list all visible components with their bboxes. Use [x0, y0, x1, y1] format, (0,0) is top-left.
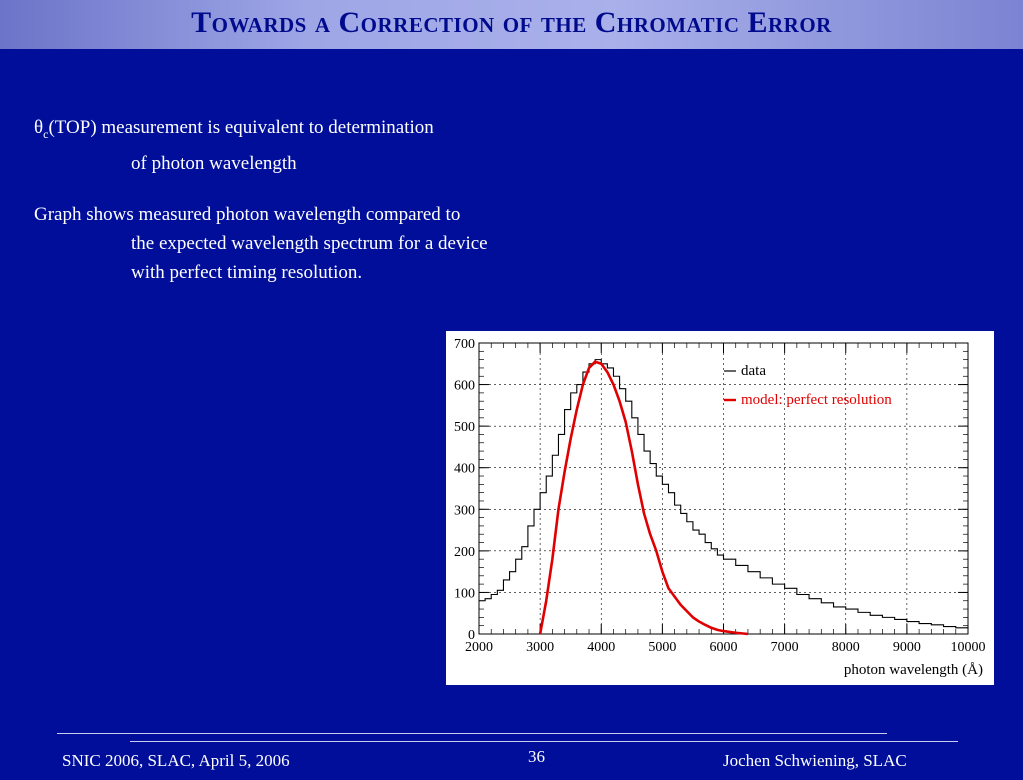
theta-subscript: c: [43, 126, 49, 141]
y-tick-label: 100: [454, 586, 475, 601]
chart-legend: data model: perfect resolution: [724, 363, 892, 408]
paragraph-2-line-2: the expected wavelength spectrum for a d…: [131, 233, 488, 254]
y-tick-label: 600: [454, 379, 475, 394]
footer-right: Jochen Schwiening, SLAC: [723, 751, 907, 770]
x-tick-label: 10000: [951, 640, 986, 655]
chart-series: [479, 359, 969, 636]
legend-label: data: [741, 363, 766, 379]
footer-left: SNIC 2006, SLAC, April 5, 2006: [62, 751, 290, 770]
x-tick-label: 6000: [710, 640, 738, 655]
x-axis-label: photon wavelength (Å): [844, 662, 983, 678]
legend-label: model: perfect resolution: [741, 392, 892, 408]
y-tick-label: 200: [454, 545, 475, 560]
x-tick-label: 7000: [771, 640, 799, 655]
model-curve-line: [538, 360, 749, 636]
chart-ticks: 2000 3000 4000 5000 6000 7000 8000 9000 10000 0 10…: [454, 337, 986, 655]
data-histogram-line: [479, 359, 969, 630]
y-tick-label: 500: [454, 420, 475, 435]
paragraph-2-line-1: Graph shows measured photon wavelength c…: [34, 204, 461, 225]
slide-title: Towards a Correction of the Chromatic Er…: [191, 6, 832, 39]
theta-symbol: θ: [34, 117, 44, 138]
x-tick-label: 2000: [465, 640, 493, 655]
wavelength-chart: 2000 3000 4000 5000 6000 7000 8000 9000 10000 0 10…: [454, 337, 986, 678]
x-tick-label: 5000: [648, 640, 676, 655]
footer-rule-top: [57, 733, 887, 734]
paragraph-1-line-1-text: (TOP) measurement is equivalent to deter…: [48, 117, 434, 138]
footer-rule-bottom: [130, 741, 958, 742]
x-tick-label: 4000: [587, 640, 615, 655]
y-tick-label: 300: [454, 503, 475, 518]
paragraph-1-line-1: θc(TOP) measurement is equivalent to det…: [34, 113, 434, 149]
paragraph-2: Graph shows measured photon wavelength c…: [34, 200, 488, 287]
x-tick-label: 9000: [893, 640, 921, 655]
footer-page-number: 36: [528, 747, 545, 766]
y-tick-label: 700: [454, 337, 475, 352]
paragraph-2-line-3: with perfect timing resolution.: [131, 262, 363, 283]
x-tick-label: 8000: [832, 640, 860, 655]
x-tick-label: 3000: [526, 640, 554, 655]
chart-grid: [478, 342, 969, 635]
chart-panel: 2000 3000 4000 5000 6000 7000 8000 9000 10000 0 10…: [446, 331, 994, 685]
title-bar: [0, 0, 1023, 49]
y-tick-label: 0: [468, 628, 475, 643]
paragraph-1-line-2: of photon wavelength: [131, 152, 297, 174]
paragraph-1: θc(TOP) measurement is equivalent to det…: [34, 113, 434, 178]
y-tick-label: 400: [454, 462, 475, 477]
